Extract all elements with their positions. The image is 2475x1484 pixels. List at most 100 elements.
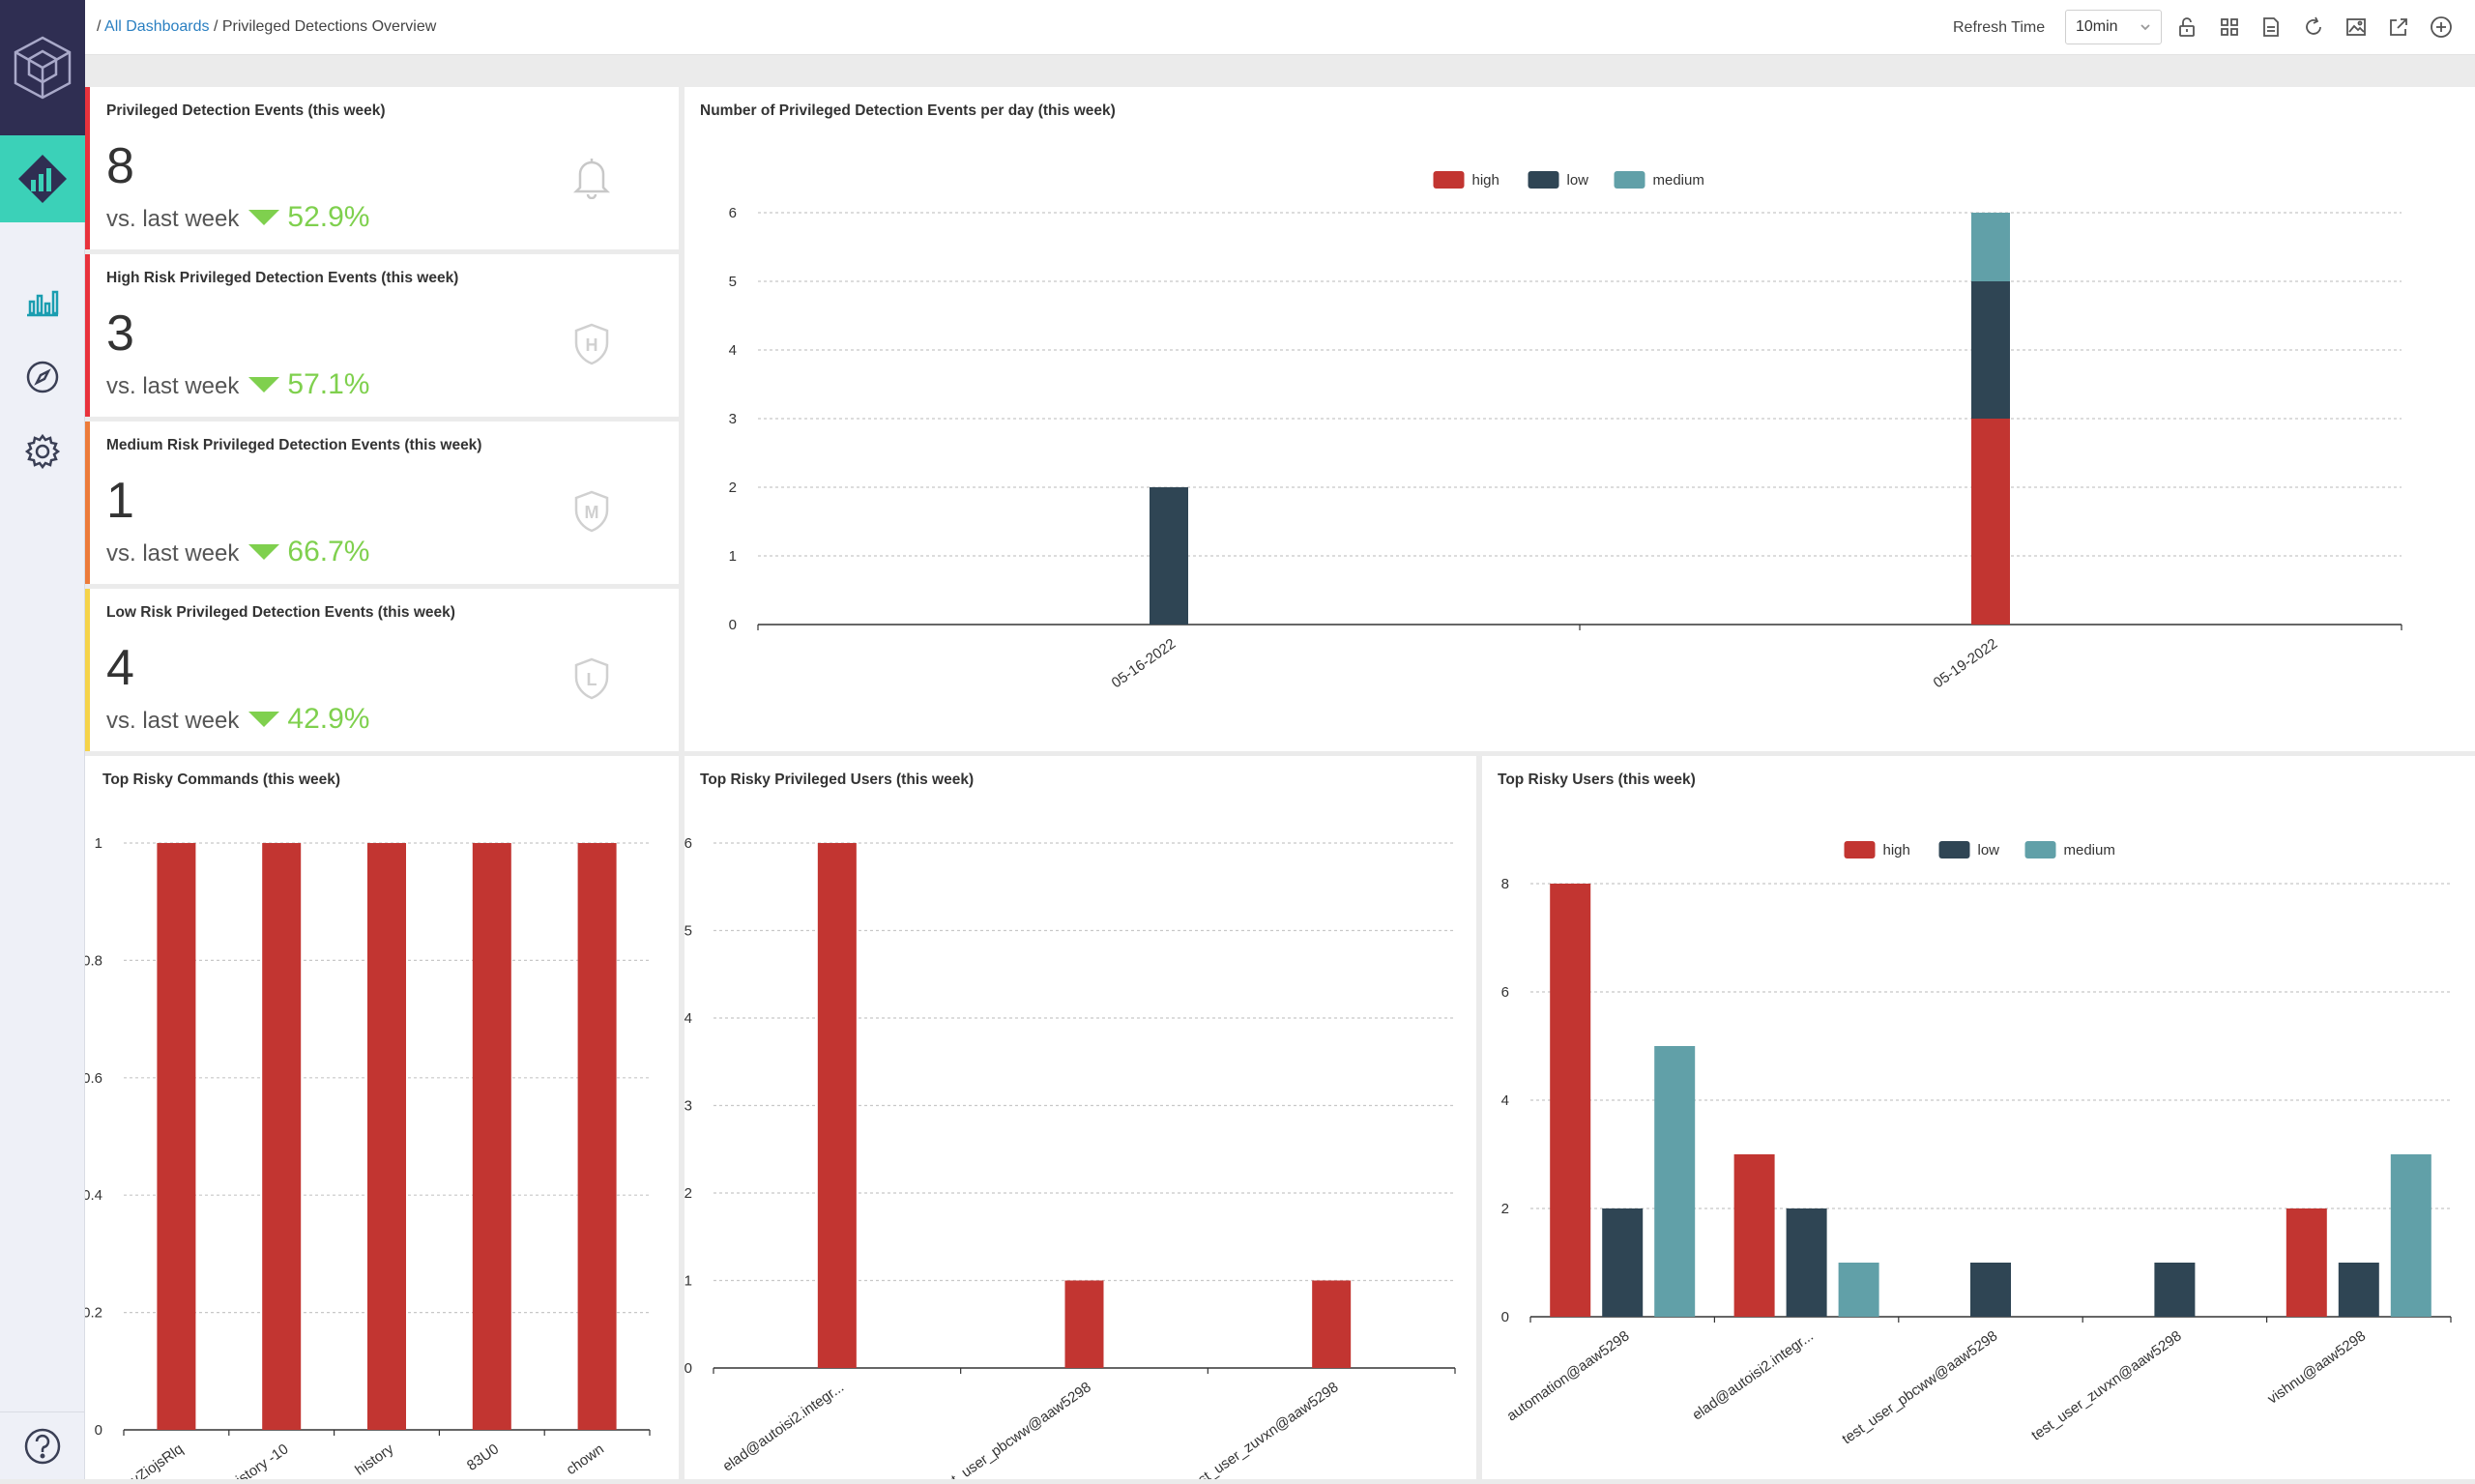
y-tick-label: 0.2 bbox=[85, 1305, 102, 1322]
bar-high bbox=[2286, 1208, 2327, 1317]
bar bbox=[1064, 1280, 1104, 1368]
legend-label: low bbox=[1567, 172, 1589, 189]
logo-cube-icon[interactable] bbox=[0, 0, 85, 135]
sidebar bbox=[0, 0, 85, 1479]
x-tick-label: history bbox=[352, 1440, 396, 1479]
y-tick-label: 0 bbox=[729, 617, 737, 633]
shield-h-icon: H bbox=[574, 323, 609, 365]
down-arrow-icon bbox=[248, 377, 280, 393]
share-icon[interactable] bbox=[2385, 14, 2412, 41]
breadcrumb-all-dashboards-link[interactable]: All Dashboards bbox=[104, 18, 210, 35]
y-tick-label: 0 bbox=[95, 1422, 102, 1439]
bar bbox=[472, 843, 511, 1430]
bar bbox=[1312, 1280, 1352, 1368]
panel-title: Medium Risk Privileged Detection Events … bbox=[106, 437, 482, 453]
refresh-time-select[interactable]: 10min bbox=[2065, 10, 2162, 44]
bar-low bbox=[1970, 1263, 2011, 1317]
x-tick-label: 83U0 bbox=[464, 1440, 502, 1473]
y-tick-label: 3 bbox=[684, 1098, 692, 1115]
stat-compare: vs. last week 66.7% bbox=[106, 536, 369, 568]
bar-medium bbox=[1654, 1046, 1696, 1317]
stat-change-pct: 66.7% bbox=[287, 536, 370, 567]
y-tick-label: 6 bbox=[729, 205, 737, 221]
stat-panel-low: Low Risk Privileged Detection Events (th… bbox=[85, 589, 679, 751]
y-tick-label: 1 bbox=[95, 835, 102, 852]
events-per-day-chart: 0 1 2 3 4 5 6 05-16-2022 05-19-2022 high low medium bbox=[729, 171, 2402, 691]
bar-high bbox=[1733, 1154, 1775, 1317]
y-tick-label: 2 bbox=[1501, 1201, 1509, 1217]
bar-low bbox=[1786, 1208, 1827, 1317]
y-tick-label: 4 bbox=[684, 1010, 692, 1027]
refresh-time-value: 10min bbox=[2076, 18, 2118, 35]
stat-compare: vs. last week 42.9% bbox=[106, 703, 369, 736]
bar bbox=[367, 843, 406, 1430]
legend-swatch bbox=[1528, 171, 1559, 189]
panel-title: Top Risky Users (this week) bbox=[1498, 771, 1696, 788]
bar bbox=[157, 843, 196, 1430]
y-tick-label: 5 bbox=[684, 923, 692, 940]
y-tick-label: 5 bbox=[729, 274, 737, 290]
stat-value: 4 bbox=[106, 640, 134, 696]
bell-icon bbox=[572, 159, 611, 199]
compass-icon[interactable] bbox=[0, 348, 85, 406]
dashboard-app-icon[interactable] bbox=[0, 135, 85, 222]
shield-m-icon: M bbox=[574, 490, 609, 533]
stat-value: 8 bbox=[106, 138, 134, 194]
y-tick-label: 0 bbox=[1501, 1309, 1509, 1325]
shield-l-icon: L bbox=[574, 657, 609, 700]
x-tick-label: automation@aaw5298 bbox=[1504, 1327, 1633, 1424]
gear-icon[interactable] bbox=[0, 422, 85, 480]
breadcrumb-current: / Privileged Detections Overview bbox=[213, 18, 437, 35]
severity-bar bbox=[85, 254, 90, 417]
stat-compare: vs. last week 52.9% bbox=[106, 201, 369, 234]
panel-title: Privileged Detection Events (this week) bbox=[106, 102, 386, 119]
help-icon[interactable] bbox=[0, 1411, 85, 1479]
bar-high bbox=[1971, 419, 2010, 625]
stat-panel-medium: Medium Risk Privileged Detection Events … bbox=[85, 422, 679, 584]
legend-swatch bbox=[1433, 171, 1465, 189]
top-bar: / All Dashboards / Privileged Detections… bbox=[85, 0, 2475, 55]
severity-bar bbox=[85, 87, 90, 249]
bar-medium bbox=[1838, 1263, 1879, 1317]
y-tick-label: 2 bbox=[729, 480, 737, 496]
refresh-time-label: Refresh Time bbox=[1953, 19, 2046, 36]
refresh-icon[interactable] bbox=[2300, 14, 2327, 41]
down-arrow-icon bbox=[248, 544, 280, 560]
x-tick-label: history -10 bbox=[226, 1440, 291, 1479]
y-tick-label: 8 bbox=[1501, 876, 1509, 892]
legend-swatch bbox=[2024, 841, 2056, 858]
bar-chart-icon[interactable] bbox=[0, 273, 85, 331]
breadcrumb: / All Dashboards / Privileged Detections… bbox=[97, 18, 436, 36]
image-icon[interactable] bbox=[2343, 14, 2370, 41]
x-tick-label: elad@autoisi2.integr... bbox=[720, 1379, 848, 1474]
document-icon[interactable] bbox=[2257, 14, 2285, 41]
panel-title: High Risk Privileged Detection Events (t… bbox=[106, 270, 459, 286]
svg-text:L: L bbox=[587, 670, 597, 689]
y-tick-label: 0.4 bbox=[85, 1187, 102, 1204]
y-tick-label: 3 bbox=[729, 411, 737, 427]
down-arrow-icon bbox=[248, 712, 280, 727]
risky-privileged-users-chart: 0 1 2 3 4 5 6 elad@autoisi2.integr... test_user_… bbox=[684, 835, 1456, 1484]
down-arrow-icon bbox=[248, 210, 280, 225]
bar bbox=[262, 843, 302, 1430]
legend-label: medium bbox=[1653, 172, 1704, 189]
bar-high bbox=[1550, 884, 1591, 1317]
legend-label: high bbox=[1472, 172, 1500, 189]
grid-icon[interactable] bbox=[2216, 14, 2243, 41]
y-tick-label: 2 bbox=[684, 1185, 692, 1202]
stat-panel-high: High Risk Privileged Detection Events (t… bbox=[85, 254, 679, 417]
bar-low bbox=[2154, 1263, 2196, 1317]
compare-label: vs. last week bbox=[106, 708, 240, 734]
x-tick-label: test_user_zuvxn@aaw5298 bbox=[2028, 1327, 2185, 1443]
unlock-icon[interactable] bbox=[2173, 14, 2200, 41]
y-tick-label: 4 bbox=[729, 342, 737, 359]
legend-swatch bbox=[1938, 841, 1970, 858]
y-tick-label: 4 bbox=[1501, 1092, 1509, 1109]
y-tick-label: 1 bbox=[684, 1273, 692, 1290]
chevron-down-icon bbox=[2140, 24, 2150, 31]
breadcrumb-separator: / bbox=[97, 18, 102, 35]
stat-value: 3 bbox=[106, 306, 134, 362]
svg-text:M: M bbox=[585, 503, 599, 522]
chart-panel-priv-users: Top Risky Privileged Users (this week) 0… bbox=[684, 756, 1476, 1484]
add-icon[interactable] bbox=[2428, 14, 2455, 41]
